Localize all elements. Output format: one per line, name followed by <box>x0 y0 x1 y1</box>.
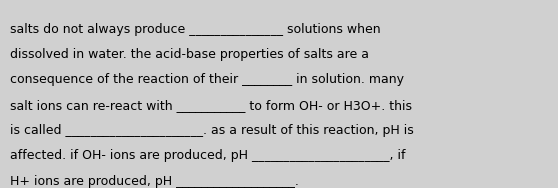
Text: salt ions can re-react with ___________ to form OH- or H3O+. this: salt ions can re-react with ___________ … <box>10 99 412 112</box>
Text: salts do not always produce _______________ solutions when: salts do not always produce ____________… <box>10 23 381 36</box>
Text: consequence of the reaction of their ________ in solution. many: consequence of the reaction of their ___… <box>10 73 404 86</box>
Text: affected. if OH- ions are produced, pH ______________________, if: affected. if OH- ions are produced, pH _… <box>10 149 406 162</box>
Text: H+ ions are produced, pH ___________________.: H+ ions are produced, pH _______________… <box>10 175 299 188</box>
Text: is called ______________________. as a result of this reaction, pH is: is called ______________________. as a r… <box>10 124 414 137</box>
Text: dissolved in water. the acid-base properties of salts are a: dissolved in water. the acid-base proper… <box>10 48 369 61</box>
